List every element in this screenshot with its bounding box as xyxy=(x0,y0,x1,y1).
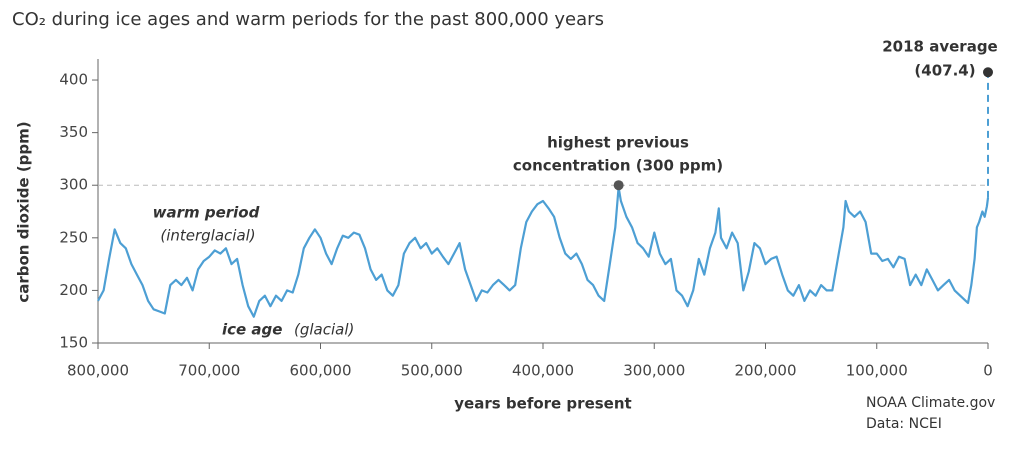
warm-label: warm period xyxy=(153,204,260,222)
credit: NOAA Climate.gov xyxy=(866,395,995,411)
y-tick-label: 150 xyxy=(59,334,88,352)
previous-high-title: highest previous xyxy=(547,134,689,152)
x-tick-label: 800,000 xyxy=(67,362,129,380)
y-tick-label: 350 xyxy=(59,123,88,141)
warm-sublabel: (interglacial) xyxy=(160,227,255,245)
chart-title: CO₂ during ice ages and warm periods for… xyxy=(12,9,604,30)
y-tick-label: 400 xyxy=(59,71,88,89)
glacial-label: ice age xyxy=(222,321,282,339)
y-axis-label: carbon dioxide (ppm) xyxy=(15,121,33,302)
current-title: 2018 average xyxy=(882,38,997,56)
current-point xyxy=(983,67,993,78)
glacial-sublabel: (glacial) xyxy=(294,321,354,339)
x-tick-label: 0 xyxy=(983,362,993,380)
x-tick-label: 700,000 xyxy=(178,362,240,380)
y-tick-label: 250 xyxy=(59,228,88,246)
x-axis-label: years before present xyxy=(454,395,631,413)
y-tick-label: 300 xyxy=(59,176,88,194)
x-tick-label: 200,000 xyxy=(734,362,796,380)
x-tick-label: 400,000 xyxy=(512,362,574,380)
x-tick-label: 600,000 xyxy=(289,362,351,380)
x-tick-label: 500,000 xyxy=(401,362,463,380)
co2-line xyxy=(97,186,990,318)
credit: Data: NCEI xyxy=(866,416,942,432)
y-tick-label: 200 xyxy=(59,281,88,299)
x-tick-label: 300,000 xyxy=(623,362,685,380)
previous-high-title: concentration (300 ppm) xyxy=(513,157,723,175)
current-label: (407.4) xyxy=(914,62,975,80)
x-tick-label: 100,000 xyxy=(846,362,908,380)
previous-high-point xyxy=(613,180,624,191)
